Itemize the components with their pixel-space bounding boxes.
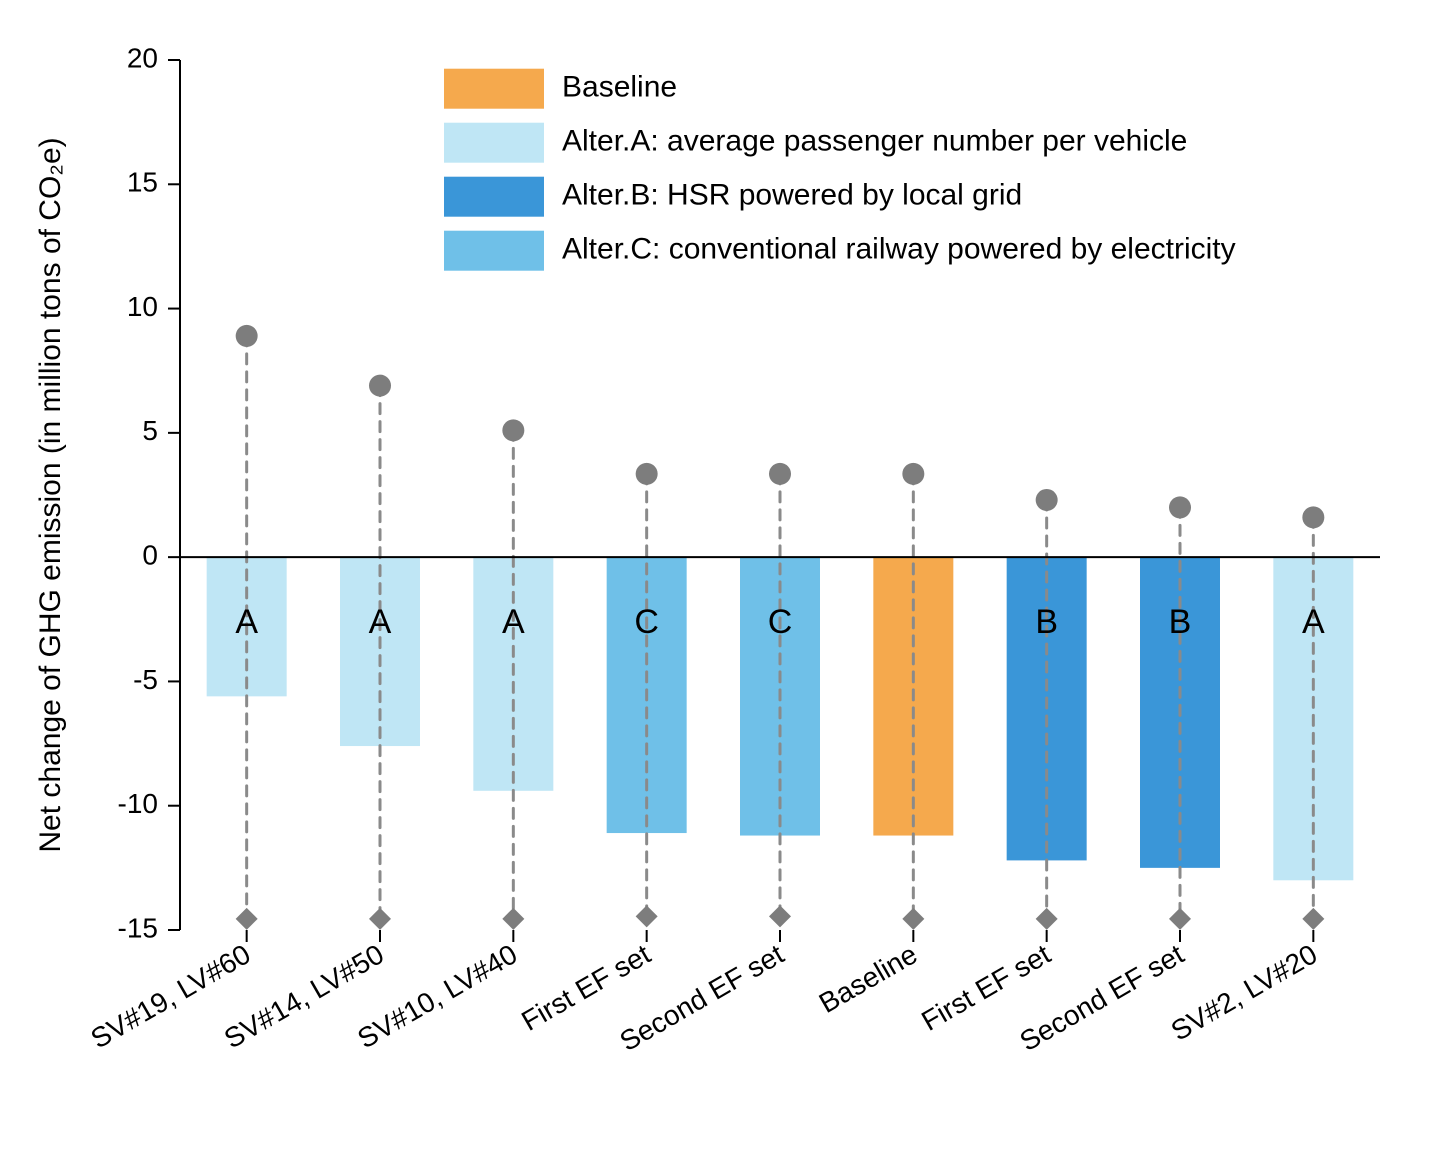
range-top-marker xyxy=(236,325,258,347)
y-tick-label: -10 xyxy=(118,788,158,819)
range-top-marker xyxy=(769,463,791,485)
legend-label: Alter.B: HSR powered by local grid xyxy=(562,179,1022,212)
legend-swatch xyxy=(444,123,544,163)
range-top-marker xyxy=(636,463,658,485)
y-tick-label: -5 xyxy=(133,664,158,695)
range-top-marker xyxy=(502,419,524,441)
legend-label: Alter.C: conventional railway powered by… xyxy=(562,233,1236,266)
y-tick-label: 15 xyxy=(127,167,158,198)
y-tick-label: 5 xyxy=(142,415,158,446)
legend-label: Baseline xyxy=(562,71,677,104)
range-top-marker xyxy=(902,463,924,485)
bar-group-label: C xyxy=(768,603,793,641)
range-top-marker xyxy=(1302,506,1324,528)
range-top-marker xyxy=(369,375,391,397)
ghg-emission-chart: -15 -10 -5 0 5 10 15 20 Net change of GHG emissi… xyxy=(0,0,1448,1164)
y-tick-label: -15 xyxy=(118,912,158,943)
legend-swatch xyxy=(444,177,544,217)
bar-group-label: B xyxy=(1035,603,1058,641)
bar-group-label: A xyxy=(502,603,525,641)
y-tick-label: 0 xyxy=(142,540,158,571)
legend-swatch xyxy=(444,69,544,109)
y-tick-label: 20 xyxy=(127,42,158,73)
range-top-marker xyxy=(1169,496,1191,518)
bar-group-label: A xyxy=(235,603,258,641)
bar-group-label: C xyxy=(634,603,659,641)
legend-swatch xyxy=(444,231,544,271)
legend-label: Alter.A: average passenger number per ve… xyxy=(562,125,1187,158)
range-top-marker xyxy=(1036,489,1058,511)
y-axis-label: Net change of GHG emission (in million t… xyxy=(34,137,67,852)
bar-group-label: B xyxy=(1169,603,1192,641)
y-tick-label: 10 xyxy=(127,291,158,322)
bar-group-label: A xyxy=(369,603,392,641)
bar-group-label: A xyxy=(1302,603,1325,641)
